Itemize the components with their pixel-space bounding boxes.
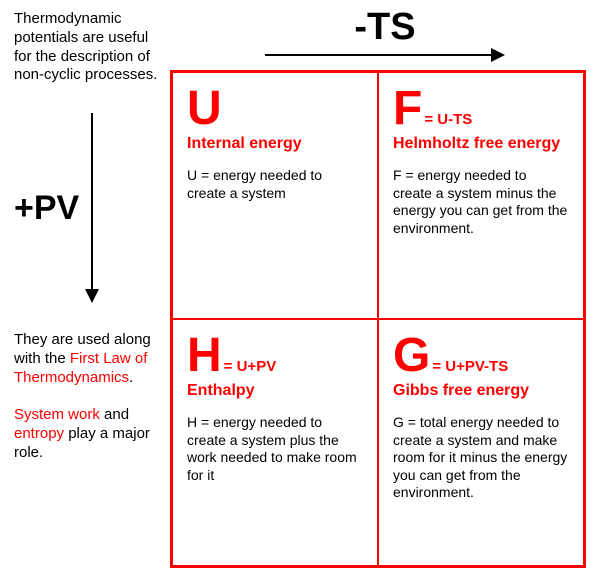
cell-H: H = U+PV Enthalpy H = energy needed to c… bbox=[172, 319, 378, 566]
potentials-grid: U Internal energy U = energy needed to c… bbox=[170, 70, 586, 568]
top-axis: -TS bbox=[170, 0, 600, 70]
name-H: Enthalpy bbox=[187, 382, 363, 400]
desc-G: G = total energy needed to create a syst… bbox=[393, 414, 569, 502]
desc-H: H = energy needed to create a system plu… bbox=[187, 414, 363, 484]
entropy-link[interactable]: entropy bbox=[14, 425, 64, 442]
outro-mid: . bbox=[129, 369, 133, 386]
formula-H: = U+PV bbox=[224, 358, 277, 375]
name-G: Gibbs free energy bbox=[393, 382, 569, 400]
outro-join: and bbox=[100, 406, 129, 423]
arrow-down-icon bbox=[85, 113, 99, 303]
cell-F: F = U-TS Helmholtz free energy F = energ… bbox=[378, 72, 584, 319]
symbol-G: G bbox=[393, 332, 430, 380]
formula-G: = U+PV-TS bbox=[432, 358, 508, 375]
left-axis-label: +PV bbox=[14, 191, 79, 225]
intro-text: Thermodynamic potentials are useful for … bbox=[14, 10, 162, 85]
formula-F: = U-TS bbox=[424, 111, 472, 128]
name-U: Internal energy bbox=[187, 135, 363, 153]
symbol-H: H bbox=[187, 332, 222, 380]
sidebar: Thermodynamic potentials are useful for … bbox=[0, 0, 170, 582]
system-work-link[interactable]: System work bbox=[14, 406, 100, 423]
left-axis: +PV bbox=[14, 113, 162, 303]
top-axis-label: -TS bbox=[354, 8, 415, 46]
desc-F: F = energy needed to create a system min… bbox=[393, 167, 569, 237]
desc-U: U = energy needed to create a system bbox=[187, 167, 363, 202]
cell-G: G = U+PV-TS Gibbs free energy G = total … bbox=[378, 319, 584, 566]
diagram-container: Thermodynamic potentials are useful for … bbox=[0, 0, 600, 582]
symbol-F: F bbox=[393, 85, 422, 133]
cell-U: U Internal energy U = energy needed to c… bbox=[172, 72, 378, 319]
symbol-U: U bbox=[187, 85, 222, 133]
arrow-right-icon bbox=[265, 48, 505, 62]
name-F: Helmholtz free energy bbox=[393, 135, 569, 153]
outro-text: They are used along with the First Law o… bbox=[14, 331, 162, 462]
